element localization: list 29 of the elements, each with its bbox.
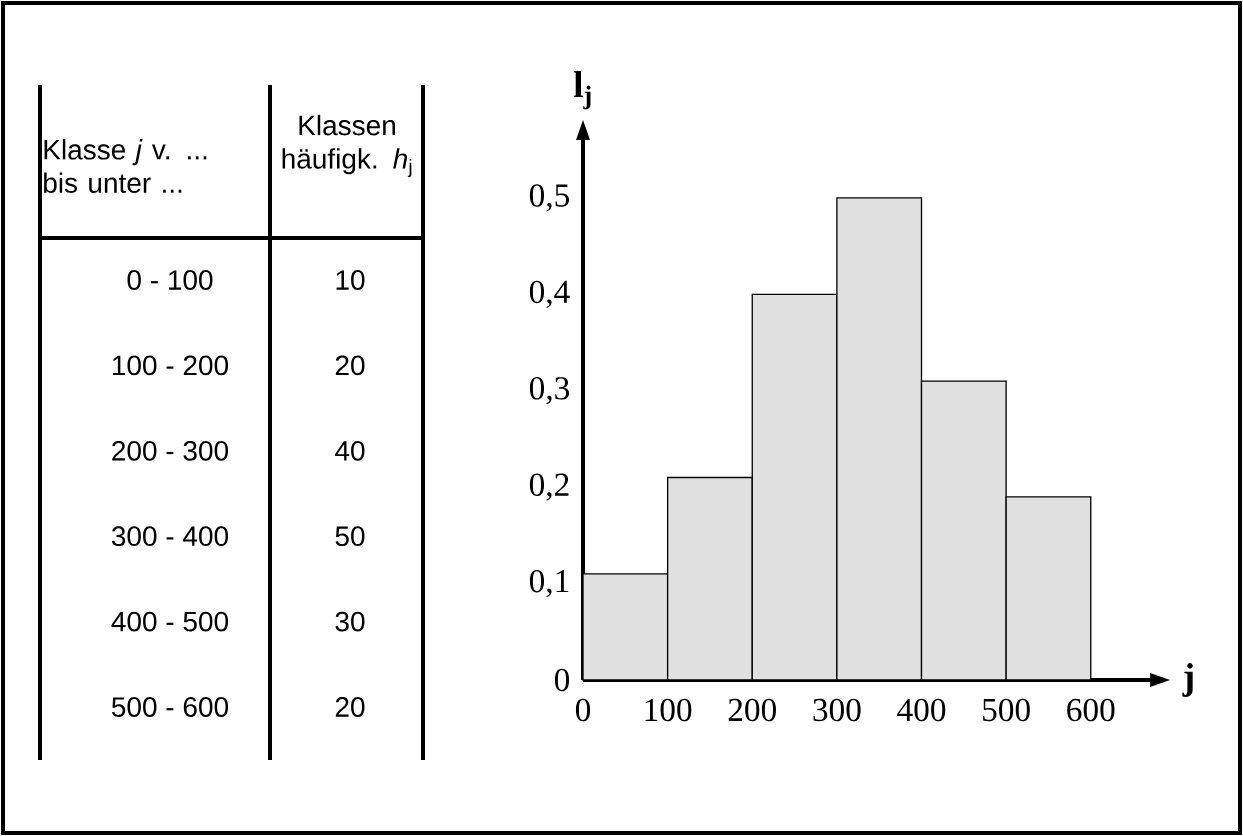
category-label: 500 - 600 <box>111 697 229 717</box>
x-tick-label: 300 <box>813 698 861 722</box>
x-tick-label: 0 <box>575 698 591 722</box>
y-tick-label: 0,1 <box>529 569 569 598</box>
x-tick-label: 400 <box>897 698 946 722</box>
x-tick-label: 500 <box>983 698 1030 722</box>
category-label: 100 - 200 <box>112 355 229 376</box>
x-tick-label: 600 <box>1067 698 1115 722</box>
text: Klasse j v. ... bis unter ... <box>44 139 207 193</box>
category-label: 200 - 300 <box>112 440 229 461</box>
x-tick-label: 200 <box>728 698 776 722</box>
x-tick-label: 100 <box>645 698 692 722</box>
y-tick-label: 0,3 <box>529 377 569 405</box>
data-label: 20 <box>335 697 365 717</box>
y-tick-label: 0,4 <box>529 280 570 308</box>
data-label: 20 <box>335 355 365 376</box>
y-tick-label: 0,5 <box>529 184 569 212</box>
data-label: 10 <box>336 270 365 290</box>
category-label: 0 - 100 <box>127 270 213 290</box>
text: Klassen häufigk. h$_{j}$ <box>282 114 412 178</box>
data-label: 30 <box>335 611 365 632</box>
x-axis-title: j <box>1182 663 1193 697</box>
y-axis-title: l$_{j}$ <box>573 71 591 110</box>
y-tick-label: 0 <box>554 668 570 692</box>
data-label: 50 <box>335 526 365 547</box>
category-label: 400 - 500 <box>111 611 229 632</box>
y-tick-label: 0,2 <box>529 473 569 501</box>
category-label: 300 - 400 <box>111 526 229 547</box>
data-label: 40 <box>335 440 365 461</box>
